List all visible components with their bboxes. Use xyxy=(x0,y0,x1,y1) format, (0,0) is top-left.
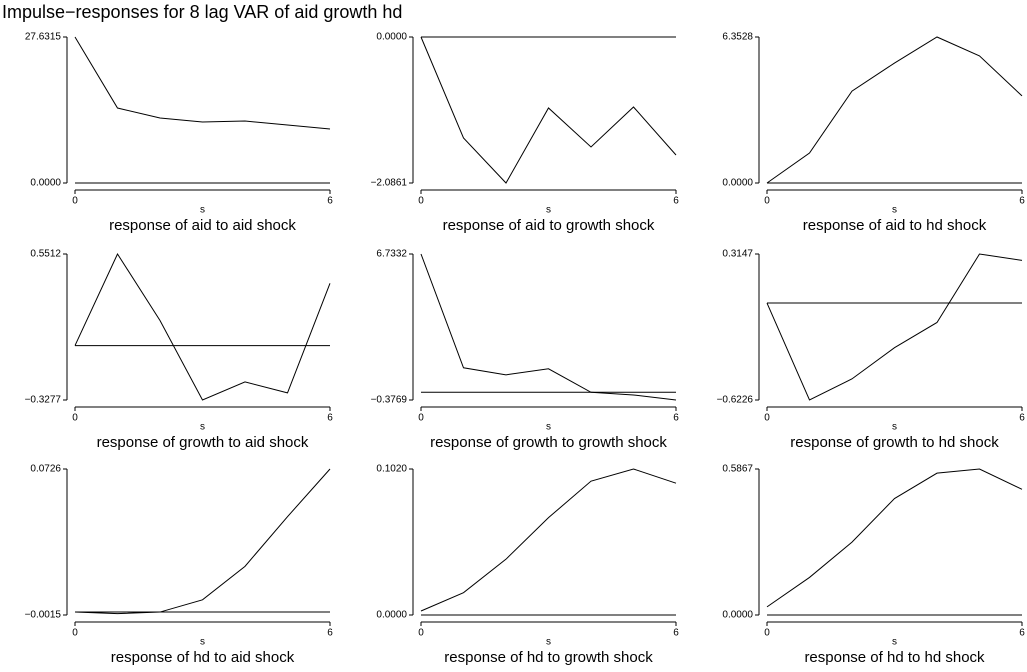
x-axis-label: s xyxy=(546,422,551,433)
x-tick-label: 6 xyxy=(327,413,333,424)
panel-title: response of aid to aid shock xyxy=(109,217,296,234)
x-axis-label: s xyxy=(892,205,897,216)
y-tick-label: 6.3528 xyxy=(722,32,753,43)
y-tick-label: 0.5512 xyxy=(30,249,61,260)
y-tick-label: 0.5867 xyxy=(722,464,753,475)
panel-title: response of growth to hd shock xyxy=(790,434,999,451)
x-tick-label: 6 xyxy=(673,196,679,207)
response-line xyxy=(766,36,1023,184)
x-tick-label: 0 xyxy=(764,413,770,424)
x-tick-label: 0 xyxy=(764,196,770,207)
response-line xyxy=(74,252,331,401)
y-tick-label: 0.1020 xyxy=(376,464,407,475)
y-tick-label: −0.3277 xyxy=(25,395,62,406)
panel-title: response of hd to hd shock xyxy=(804,649,985,666)
y-tick-label: 0.0000 xyxy=(722,178,753,189)
y-tick-label: 0.0000 xyxy=(30,178,61,189)
x-axis-label: s xyxy=(200,422,205,433)
panel-title: response of hd to aid shock xyxy=(111,649,295,666)
x-tick-label: 6 xyxy=(673,413,679,424)
x-tick-label: 0 xyxy=(418,196,424,207)
x-tick-label: 6 xyxy=(1019,196,1025,207)
panel-title: response of growth to aid shock xyxy=(97,434,309,451)
panel-title: response of aid to growth shock xyxy=(443,217,655,234)
response-line xyxy=(74,36,331,130)
y-tick-label: 6.7332 xyxy=(376,249,407,260)
y-tick-label: 0.0000 xyxy=(376,32,407,43)
x-tick-label: 0 xyxy=(72,196,78,207)
panel-title: response of growth to growth shock xyxy=(430,434,667,451)
y-tick-label: −0.3769 xyxy=(371,395,408,406)
x-tick-label: 0 xyxy=(418,413,424,424)
x-tick-label: 0 xyxy=(72,413,78,424)
main-title: Impulse−responses for 8 lag VAR of aid g… xyxy=(2,2,402,22)
y-tick-label: 0.0000 xyxy=(376,610,407,621)
response-line xyxy=(420,253,677,401)
y-tick-label: 0.0726 xyxy=(30,464,61,475)
x-axis-label: s xyxy=(546,637,551,648)
y-tick-label: 27.6315 xyxy=(25,32,62,43)
response-line xyxy=(766,253,1023,401)
y-tick-label: −0.6226 xyxy=(717,395,754,406)
response-line xyxy=(74,468,331,615)
x-axis-label: s xyxy=(892,422,897,433)
panel-title: response of aid to hd shock xyxy=(803,217,987,234)
response-line xyxy=(420,468,677,612)
response-line xyxy=(420,36,677,184)
x-axis-label: s xyxy=(200,637,205,648)
x-tick-label: 6 xyxy=(1019,413,1025,424)
response-line xyxy=(766,468,1023,608)
x-tick-label: 6 xyxy=(327,628,333,639)
x-tick-label: 6 xyxy=(1019,628,1025,639)
y-tick-label: −0.0015 xyxy=(25,610,62,621)
y-tick-label: −2.0861 xyxy=(371,178,408,189)
x-tick-label: 6 xyxy=(673,628,679,639)
x-axis-label: s xyxy=(546,205,551,216)
y-tick-label: 0.3147 xyxy=(722,249,753,260)
x-tick-label: 0 xyxy=(418,628,424,639)
y-tick-label: 0.0000 xyxy=(722,610,753,621)
x-axis-label: s xyxy=(892,637,897,648)
x-axis-label: s xyxy=(200,205,205,216)
x-tick-label: 6 xyxy=(327,196,333,207)
x-tick-label: 0 xyxy=(72,628,78,639)
panel-title: response of hd to growth shock xyxy=(444,649,653,666)
x-tick-label: 0 xyxy=(764,628,770,639)
